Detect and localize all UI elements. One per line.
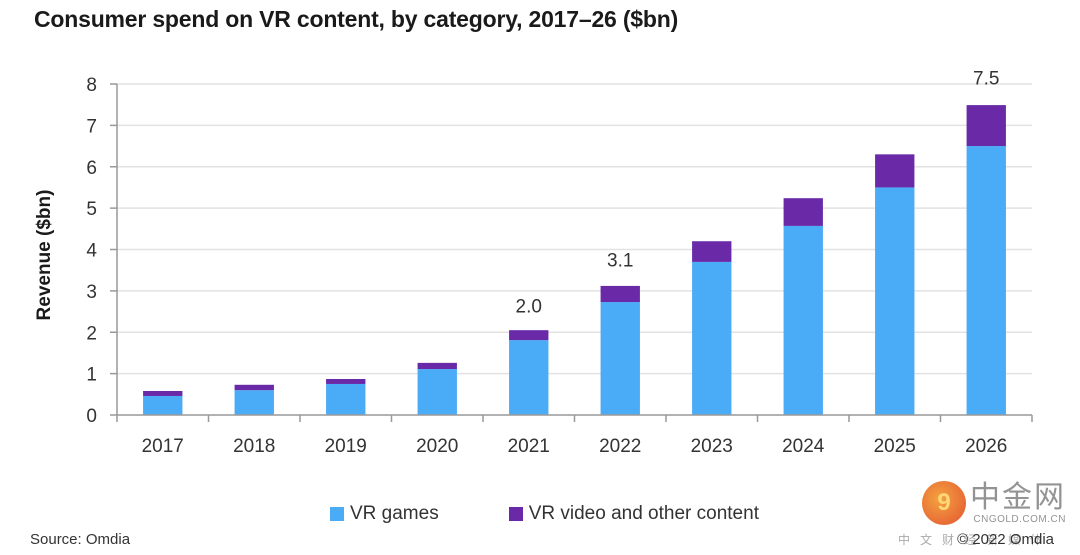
- cngold-logo-icon: 9: [922, 481, 966, 525]
- x-tick-labels: 2017 2018 2019 2020 2021 2022 2023 2024 2025 2026: [142, 436, 1008, 457]
- x-tick-label: 2017: [142, 436, 184, 457]
- bar-vr-games-2019: [326, 383, 366, 415]
- legend: VR games VR video and other content: [330, 503, 759, 525]
- legend-label-vr-video: VR video and other content: [528, 503, 759, 524]
- y-tick-label: 6: [86, 158, 97, 179]
- bar-vr-games-2018: [234, 390, 274, 415]
- bar-vr-games-2017: [143, 395, 183, 415]
- y-tick-labels: 0 1 2 3 4 5 6 7 8: [86, 75, 97, 427]
- bar-vr-video-2023: [692, 241, 732, 262]
- legend-swatch-vr-games: [330, 507, 344, 521]
- y-tick-label: 2: [86, 323, 97, 344]
- x-tick-label: 2019: [325, 436, 367, 457]
- y-tick-label: 3: [86, 282, 97, 303]
- legend-item-vr-games: VR games: [330, 503, 439, 525]
- bar-vr-video-2021: [509, 330, 549, 341]
- legend-swatch-vr-video: [508, 507, 523, 521]
- watermark-chinese-name: 中金网: [970, 479, 1066, 515]
- chart-title: Consumer spend on VR content, by categor…: [34, 6, 679, 32]
- data-label-2026: 7.5: [973, 69, 999, 90]
- data-label-2021: 2.0: [516, 296, 542, 317]
- watermark-logo: 9 中金网 CNGOLD.COM.CN: [922, 481, 1066, 525]
- bar-vr-video-2019: [326, 379, 366, 384]
- bar-vr-video-2017: [143, 391, 183, 396]
- bar-vr-games-2023: [692, 261, 732, 415]
- data-label-2022: 3.1: [607, 251, 633, 272]
- x-tick-label: 2024: [782, 436, 825, 457]
- bar-vr-games-2025: [875, 187, 915, 415]
- y-tick-label: 1: [86, 365, 97, 386]
- watermark-domain: CNGOLD.COM.CN: [973, 513, 1066, 525]
- bar-vr-video-2018: [234, 384, 274, 391]
- x-tick-label: 2018: [233, 436, 275, 457]
- source-note: Source: Omdia: [30, 531, 131, 548]
- y-tick-label: 5: [86, 199, 97, 220]
- bar-vr-video-2026: [966, 105, 1006, 147]
- x-tick-label: 2021: [508, 436, 550, 457]
- watermark-tagline: 中文财经新媒体: [897, 533, 1052, 547]
- bar-vr-video-2024: [783, 198, 823, 226]
- bar-vr-games-2020: [417, 369, 457, 415]
- bar-vr-games-2024: [783, 225, 823, 415]
- legend-item-vr-video: VR video and other content: [508, 503, 759, 525]
- bars: [143, 105, 1006, 415]
- y-tick-label: 4: [86, 241, 97, 262]
- x-tick-label: 2022: [599, 436, 641, 457]
- x-tick-label: 2023: [691, 436, 733, 457]
- gridlines: [117, 83, 1032, 375]
- copyright-note: © 2022 Omdia: [957, 531, 1054, 548]
- data-labels: 2.0 3.1 7.5: [516, 69, 1000, 318]
- bar-vr-video-2020: [417, 362, 457, 370]
- bar-vr-games-2026: [966, 146, 1006, 415]
- bar-vr-video-2025: [875, 154, 915, 188]
- y-axis-label: Revenue ($bn): [34, 190, 55, 321]
- bar-vr-video-2022: [600, 285, 640, 303]
- x-tick-label: 2020: [416, 436, 458, 457]
- x-tick-label: 2025: [874, 436, 916, 457]
- x-tick-label: 2026: [965, 436, 1007, 457]
- y-tick-label: 8: [86, 75, 97, 96]
- legend-label-vr-games: VR games: [350, 503, 439, 524]
- y-tick-label: 0: [86, 406, 97, 427]
- axes: [110, 83, 1033, 422]
- bar-vr-games-2022: [600, 302, 640, 415]
- bar-vr-games-2021: [509, 340, 549, 415]
- y-tick-label: 7: [86, 116, 97, 137]
